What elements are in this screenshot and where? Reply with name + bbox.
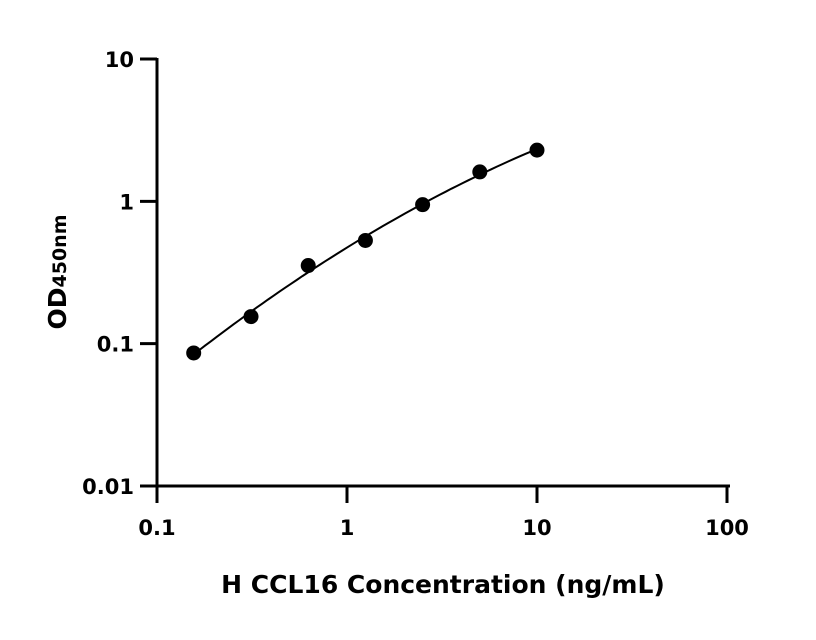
x-tick-label: 1	[340, 516, 355, 540]
data-point	[186, 345, 202, 361]
y-tick-label: 0.01	[82, 475, 134, 499]
fit-curve	[193, 147, 538, 356]
x-axis-label: H CCL16 Concentration (ng/mL)	[221, 570, 665, 599]
y-axis-label-subscript: 450nm	[49, 214, 71, 287]
y-tick-label: 0.1	[97, 333, 134, 357]
data-points	[186, 142, 545, 361]
data-point	[529, 142, 545, 158]
data-point	[472, 164, 488, 180]
data-point	[243, 309, 259, 325]
data-point	[357, 232, 373, 248]
data-point	[415, 197, 431, 213]
x-tick-label: 10	[522, 516, 551, 540]
x-tick-label: 100	[705, 516, 749, 540]
y-tick-label: 10	[105, 48, 134, 72]
y-axis-label: OD450nm	[43, 214, 72, 329]
x-tick-label: 0.1	[138, 516, 175, 540]
data-point	[300, 258, 316, 274]
y-tick-label: 1	[119, 190, 134, 214]
